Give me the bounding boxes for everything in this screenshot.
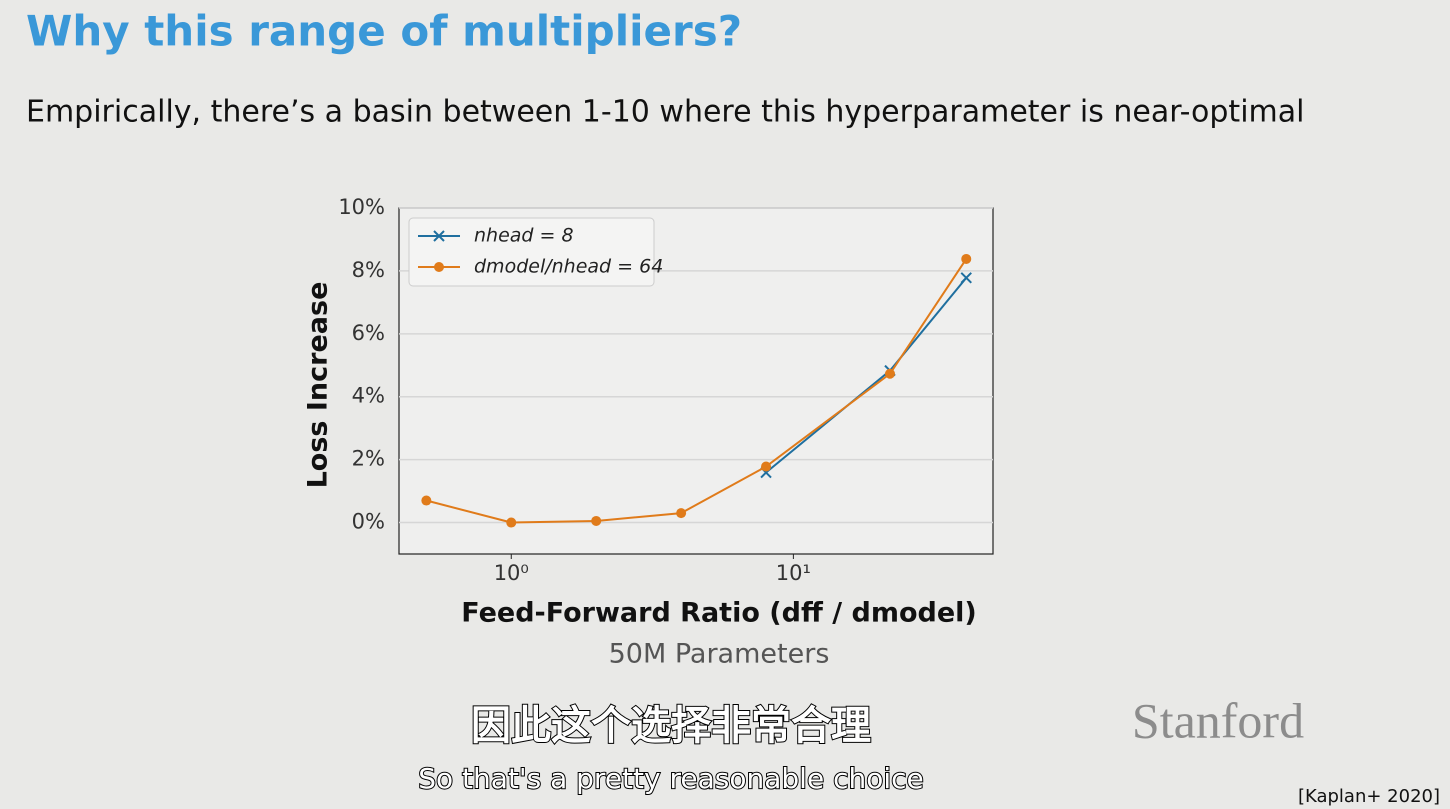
x-tick-label: 10⁰ [494, 561, 529, 585]
point [884, 368, 895, 379]
citation: [Kaplan+ 2020] [1298, 786, 1440, 807]
point [506, 517, 517, 528]
x-tick-label: 10¹ [776, 561, 811, 585]
point [960, 272, 972, 284]
point [421, 495, 432, 506]
y-tick-label: 2% [352, 447, 385, 471]
y-tick-label: 6% [352, 321, 385, 345]
y-tick-label: 0% [352, 510, 385, 534]
legend-label: nhead = 8 [474, 225, 574, 247]
x-axis-label: Feed-Forward Ratio (dff / dmodel) [461, 598, 977, 629]
y-tick-label: 8% [352, 258, 385, 282]
point [961, 253, 972, 264]
y-axis-label: Loss Increase [303, 282, 334, 489]
point [591, 515, 602, 526]
legend-marker [433, 230, 445, 242]
legend-label: dmodel/nhead = 64 [474, 256, 663, 278]
y-tick-label: 4% [352, 384, 385, 408]
chart-subtitle: 50M Parameters [609, 639, 830, 670]
slide-title: Why this range of multipliers? [26, 7, 742, 56]
legend-marker [434, 262, 444, 272]
legend-box [408, 217, 655, 287]
point [676, 508, 687, 519]
logo: Stanford [1132, 692, 1304, 748]
caption-zh: 因此这个选择非常合理 [471, 703, 871, 749]
slide-subtitle: Empirically, there’s a basin between 1-1… [26, 95, 1304, 130]
y-tick-label: 10% [338, 195, 385, 219]
caption-en: So that's a pretty reasonable choice [418, 762, 924, 795]
point [761, 461, 772, 472]
